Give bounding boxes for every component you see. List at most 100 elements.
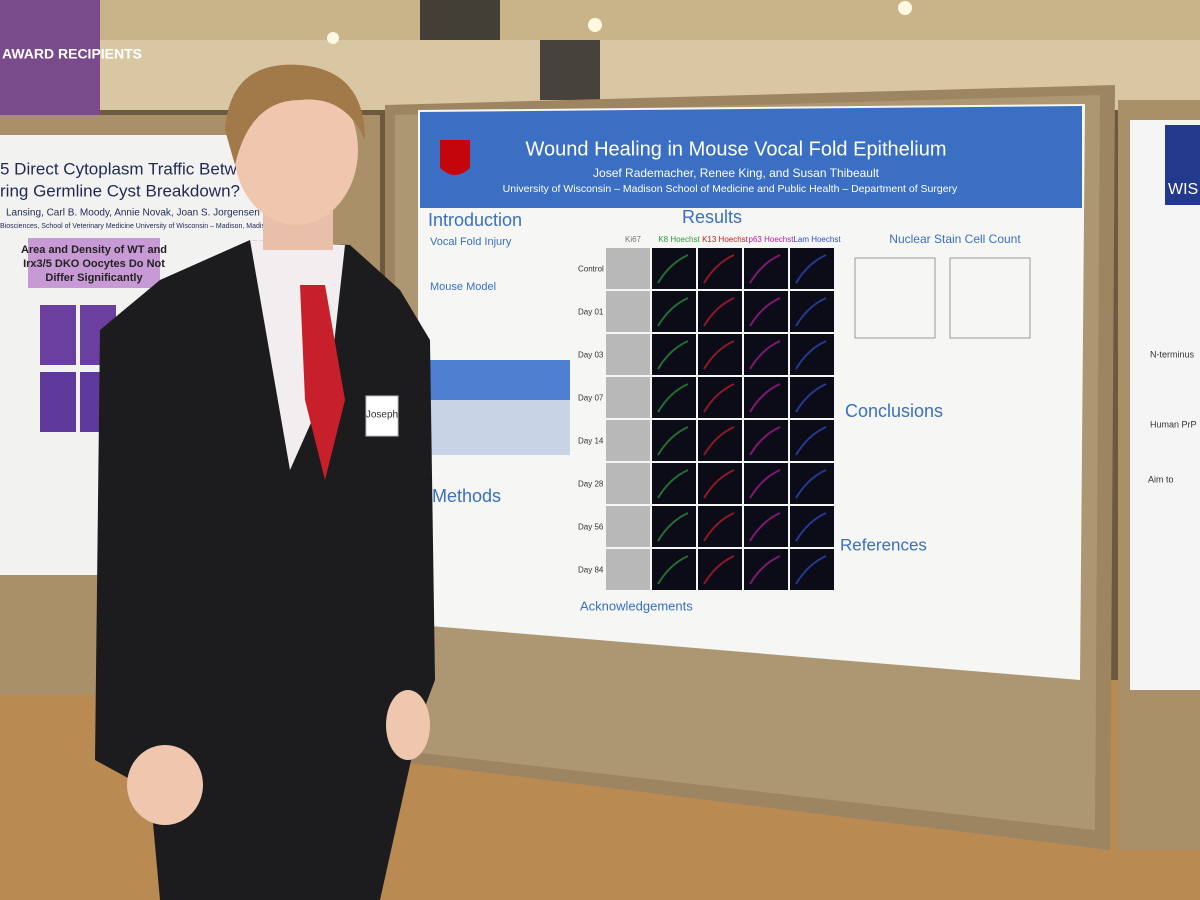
tissue-stain bbox=[657, 340, 689, 370]
university-logo bbox=[440, 140, 470, 175]
column-label: Lam Hoechst bbox=[793, 235, 841, 244]
poster-authors: Josef Rademacher, Renee King, and Susan … bbox=[593, 166, 880, 180]
tissue-stain bbox=[795, 426, 827, 456]
tissue-stain bbox=[795, 469, 827, 499]
micrograph bbox=[606, 549, 650, 590]
hand bbox=[127, 745, 203, 825]
tissue-stain bbox=[749, 254, 781, 284]
micrograph bbox=[606, 463, 650, 504]
left-image bbox=[40, 372, 76, 432]
right-label: Human PrP bbox=[1150, 419, 1197, 429]
section-heading: References bbox=[840, 535, 927, 554]
left-box-heading: Irx3/5 DKO Oocytes Do Not bbox=[23, 258, 165, 270]
section-heading: Introduction bbox=[428, 210, 522, 230]
section-heading: Conclusions bbox=[845, 401, 943, 421]
left-box-heading: Area and Density of WT and bbox=[21, 244, 167, 256]
tissue-stain bbox=[795, 555, 827, 585]
row-label: Control bbox=[578, 265, 604, 274]
row-label: Day 84 bbox=[578, 566, 604, 575]
table bbox=[430, 400, 570, 455]
name-tag bbox=[365, 395, 399, 437]
subheading: Mouse Model bbox=[430, 281, 496, 293]
left-box-heading: Differ Significantly bbox=[45, 272, 143, 284]
row-label: Day 28 bbox=[578, 480, 604, 489]
left-poster-box bbox=[28, 238, 160, 288]
tissue-stain bbox=[703, 555, 735, 585]
column-label: p63 Hoechst bbox=[749, 235, 795, 244]
face bbox=[234, 75, 358, 225]
hair bbox=[225, 64, 365, 165]
tissue-stain bbox=[657, 555, 689, 585]
tissue-stain bbox=[795, 383, 827, 413]
mini-chart bbox=[854, 257, 936, 339]
tissue-stain bbox=[657, 426, 689, 456]
tissue-stain bbox=[703, 383, 735, 413]
row-label: Day 01 bbox=[578, 308, 604, 317]
tissue-stain bbox=[657, 383, 689, 413]
micrograph bbox=[606, 506, 650, 547]
hand bbox=[386, 690, 430, 760]
tissue-stain bbox=[749, 512, 781, 542]
name-tag-text: Joseph bbox=[366, 410, 398, 421]
sign-screen bbox=[0, 0, 100, 118]
micrograph bbox=[606, 377, 650, 418]
tissue-stain bbox=[703, 340, 735, 370]
section-heading: Results bbox=[682, 207, 742, 227]
section-heading: Methods bbox=[432, 486, 501, 506]
micrograph bbox=[606, 420, 650, 461]
light bbox=[327, 32, 339, 44]
tissue-stain bbox=[749, 555, 781, 585]
tissue-stain bbox=[703, 297, 735, 327]
poster-affiliation: University of Wisconsin – Madison School… bbox=[503, 183, 958, 195]
ceiling-beam bbox=[0, 0, 1200, 40]
mini-chart bbox=[949, 257, 1031, 339]
column-label: K13 Hoechst bbox=[702, 235, 749, 244]
left-poster-authors: Lansing, Carl B. Moody, Annie Novak, Joa… bbox=[6, 208, 260, 219]
tissue-stain bbox=[749, 426, 781, 456]
stage-light bbox=[420, 0, 500, 40]
tissue-stain bbox=[657, 254, 689, 284]
tissue-stain bbox=[703, 254, 735, 284]
micrograph bbox=[606, 248, 650, 289]
column-label: K8 Hoechst bbox=[658, 235, 700, 244]
tie bbox=[300, 285, 345, 480]
section-heading: Acknowledgements bbox=[580, 598, 693, 613]
row-label: Day 56 bbox=[578, 523, 604, 532]
tissue-stain bbox=[749, 383, 781, 413]
light bbox=[898, 1, 912, 15]
poster-title: Wound Healing in Mouse Vocal Fold Epithe… bbox=[526, 138, 947, 160]
right-label: Aim to bbox=[1148, 474, 1174, 484]
subheading: Vocal Fold Injury bbox=[430, 236, 512, 248]
image-grid bbox=[606, 248, 834, 590]
row-label: Day 03 bbox=[578, 351, 604, 360]
row-label: Day 14 bbox=[578, 437, 604, 446]
sign-text: AWARD RECIPIENTS bbox=[2, 46, 142, 62]
tissue-stain bbox=[657, 297, 689, 327]
chart-title: Nuclear Stain Cell Count bbox=[889, 232, 1021, 246]
tissue-stain bbox=[749, 297, 781, 327]
tissue-stain bbox=[795, 340, 827, 370]
tissue-stain bbox=[703, 426, 735, 456]
micrograph bbox=[606, 334, 650, 375]
tissue-stain bbox=[657, 512, 689, 542]
right-logo: WIS bbox=[1168, 181, 1198, 198]
right-logo-bg bbox=[1165, 125, 1200, 205]
micrograph bbox=[606, 291, 650, 332]
right-poster bbox=[1130, 120, 1200, 690]
poster-header bbox=[420, 106, 1082, 208]
tissue-stain bbox=[749, 340, 781, 370]
stage-light bbox=[540, 40, 600, 100]
tissue-stain bbox=[657, 469, 689, 499]
tissue-stain bbox=[795, 512, 827, 542]
light bbox=[588, 18, 602, 32]
column-label: Ki67 bbox=[625, 235, 642, 244]
left-image bbox=[40, 305, 76, 365]
tissue-stain bbox=[703, 469, 735, 499]
left-poster-title: 5 Direct Cytoplasm Traffic Between bbox=[0, 159, 265, 178]
left-poster-title: ring Germline Cyst Breakdown? bbox=[0, 181, 240, 200]
tissue-stain bbox=[703, 512, 735, 542]
tissue-stain bbox=[749, 469, 781, 499]
suit bbox=[95, 240, 435, 900]
tissue-stain bbox=[795, 297, 827, 327]
